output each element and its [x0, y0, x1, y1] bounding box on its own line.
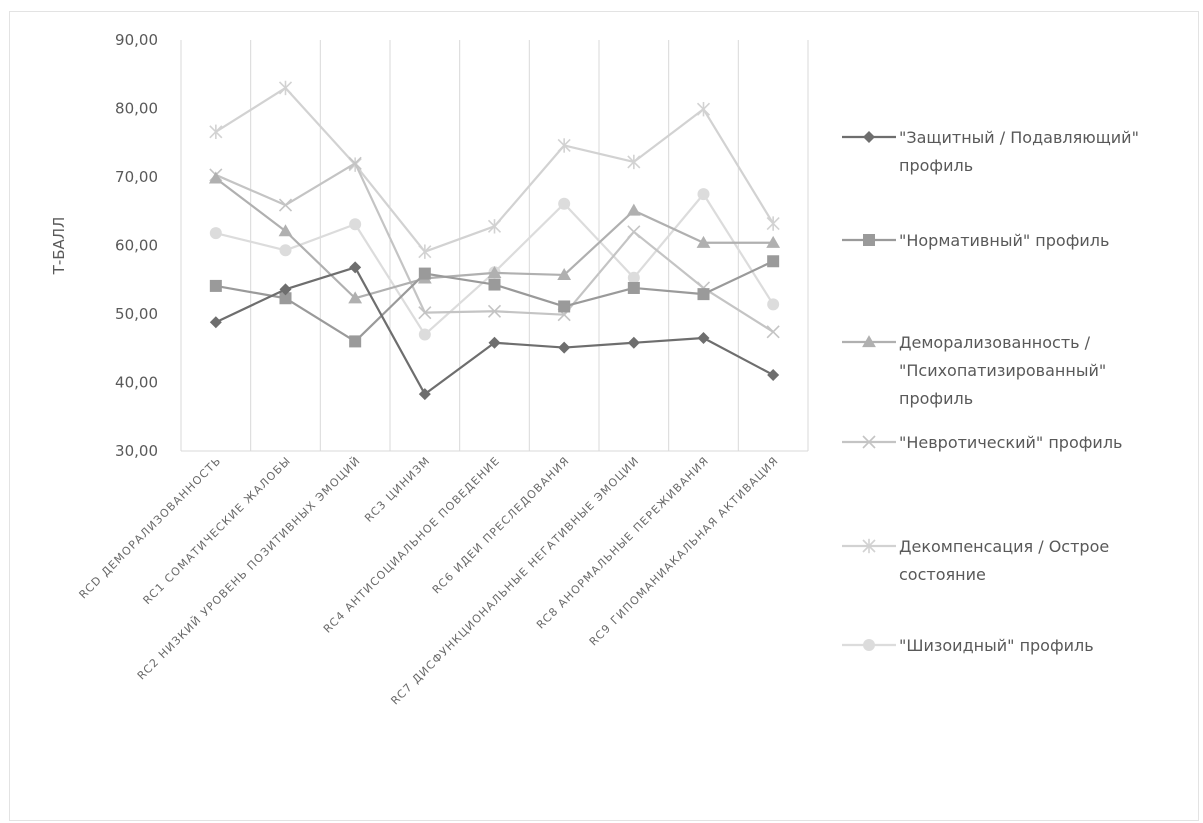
data-point-square — [627, 281, 640, 294]
data-point-star — [627, 154, 641, 170]
data-point-circle — [209, 227, 222, 240]
x-tick-label: RC7 ДИСФУНКЦИОНАЛЬНЫЕ НЕГАТИВНЫЕ ЭМОЦИИ — [388, 454, 641, 707]
data-point-diamond — [863, 131, 875, 143]
data-point-star — [696, 101, 711, 117]
data-point-x — [766, 325, 780, 339]
series-1 — [209, 261, 780, 401]
data-point-square — [863, 234, 875, 246]
data-point-triangle — [348, 291, 363, 304]
y-tick-label: 60,00 — [115, 237, 158, 255]
data-point-square — [418, 267, 431, 280]
legend-item: "Невротический" профиль — [842, 433, 1122, 452]
data-point-diamond — [418, 388, 431, 401]
data-point-square — [209, 279, 222, 292]
data-point-circle — [418, 328, 431, 341]
data-point-triangle — [278, 224, 293, 237]
x-tick-label: RC6 ИДЕИ ПРЕСЛЕДОВАНИЯ — [430, 454, 572, 596]
data-point-square — [488, 278, 501, 291]
y-tick-label: 90,00 — [115, 31, 158, 49]
data-point-x — [487, 304, 502, 318]
data-point-triangle — [696, 235, 711, 248]
y-tick-label: 40,00 — [115, 374, 158, 392]
legend-label: "Защитный / Подавляющий" профиль — [899, 128, 1139, 175]
data-point-star — [278, 80, 293, 96]
data-point-square — [767, 255, 780, 268]
data-point-circle — [279, 244, 292, 257]
x-tick-label: RCD ДЕМОРАЛИЗОВАННОСТЬ — [77, 454, 224, 601]
series-2 — [209, 255, 780, 348]
series-line — [215, 193, 775, 336]
data-point-triangle — [766, 235, 781, 248]
data-point-diamond — [767, 368, 780, 381]
data-point-x — [278, 198, 293, 212]
data-point-circle — [767, 298, 780, 311]
y-tick-label: 50,00 — [115, 305, 158, 323]
data-point-diamond — [349, 261, 362, 274]
legend-label: Деморализованность / "Психопатизированный… — [899, 333, 1106, 408]
legend-label: "Шизоидный" профиль — [899, 636, 1094, 655]
data-point-diamond — [209, 316, 222, 329]
series-group — [208, 80, 781, 401]
data-point-circle — [627, 271, 640, 284]
legend-label: Декомпенсация / Острое состояние — [899, 537, 1109, 584]
y-axis-ticks: 30,00 40,00 50,00 60,00 70,00 80,00 90,00 — [115, 31, 158, 460]
legend-item: Декомпенсация / Острое состояние — [842, 537, 1109, 584]
data-point-diamond — [697, 331, 710, 344]
y-tick-label: 30,00 — [115, 442, 158, 460]
legend-label: "Нормативный" профиль — [899, 231, 1109, 250]
data-point-triangle — [626, 203, 641, 216]
data-point-circle — [349, 218, 362, 231]
legend-item: "Защитный / Подавляющий" профиль — [842, 128, 1139, 175]
data-point-diamond — [627, 336, 640, 349]
legend-item: "Нормативный" профиль — [842, 231, 1109, 250]
data-point-square — [349, 335, 362, 348]
legend: "Защитный / Подавляющий" профиль "Норматив… — [842, 128, 1139, 655]
y-axis-title: Т-БАЛЛ — [50, 217, 68, 276]
legend-label: "Невротический" профиль — [899, 433, 1122, 452]
y-tick-label: 70,00 — [115, 168, 158, 186]
data-point-x — [627, 225, 641, 239]
data-point-diamond — [488, 336, 501, 349]
legend-item: Деморализованность / "Психопатизированный… — [842, 333, 1106, 408]
data-point-circle — [697, 188, 710, 201]
data-point-square — [697, 288, 710, 301]
data-point-diamond — [279, 283, 292, 296]
data-point-star — [418, 244, 432, 259]
data-point-diamond — [558, 341, 571, 354]
data-point-circle — [863, 639, 875, 651]
x-tick-label: RC1 СОМАТИЧЕСКИЕ ЖАЛОБЫ — [141, 454, 294, 607]
data-point-square — [279, 292, 292, 305]
chart-frame — [9, 11, 1199, 821]
data-point-square — [558, 300, 571, 313]
data-point-star — [487, 219, 502, 234]
data-point-triangle — [208, 171, 223, 184]
data-point-triangle — [487, 266, 502, 278]
data-point-circle — [558, 197, 571, 210]
x-tick-label: RC3 ЦИНИЗМ — [362, 454, 433, 525]
data-point-star — [209, 124, 223, 139]
series-6 — [209, 188, 780, 341]
data-point-triangle — [557, 268, 572, 281]
legend-item: "Шизоидный" профиль — [842, 636, 1094, 655]
data-point-star — [766, 216, 780, 231]
data-point-x — [348, 156, 362, 170]
data-point-x — [418, 306, 432, 320]
series-5 — [209, 80, 780, 259]
data-point-star — [862, 538, 876, 554]
data-point-triangle — [862, 335, 876, 348]
data-point-x — [862, 435, 876, 449]
gridlines — [180, 40, 809, 452]
data-point-star — [557, 138, 571, 153]
y-tick-label: 80,00 — [115, 100, 158, 118]
